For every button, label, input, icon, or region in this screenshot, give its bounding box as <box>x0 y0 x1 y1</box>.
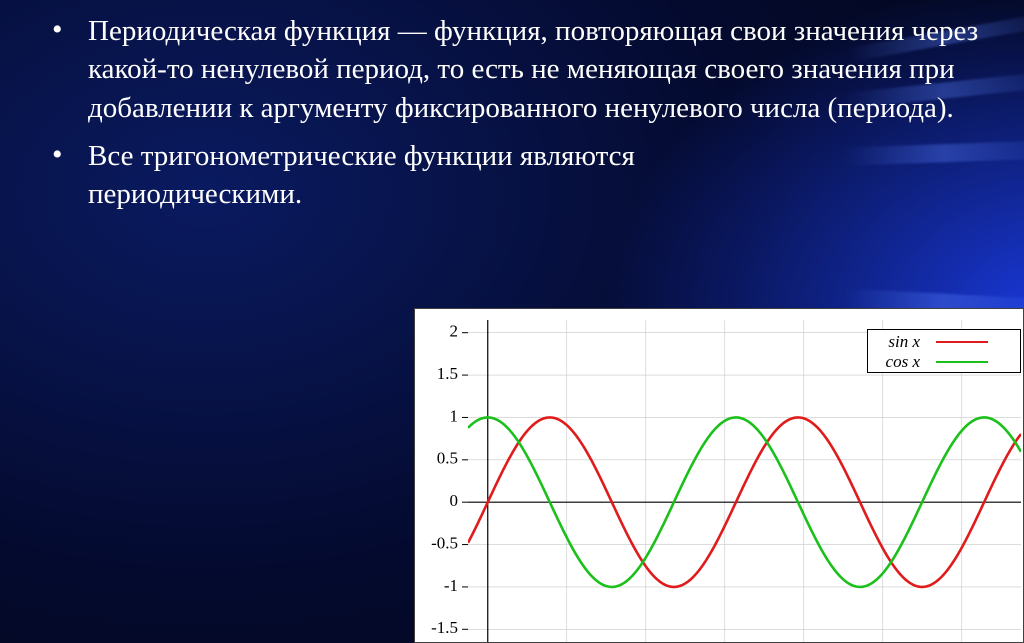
svg-text:0.5: 0.5 <box>437 449 458 468</box>
legend-item: sin x <box>868 332 1014 352</box>
svg-text:0: 0 <box>450 491 459 510</box>
bullet-list: Периодическая функция — функция, повторя… <box>52 12 984 213</box>
chart-legend: sin xcos x <box>867 329 1021 373</box>
bullet-text-1: Периодическая функция — функция, повторя… <box>88 15 978 124</box>
bullet-item-1: Периодическая функция — функция, повторя… <box>52 12 984 127</box>
svg-text:1.5: 1.5 <box>437 364 458 383</box>
svg-text:-1: -1 <box>444 576 458 595</box>
legend-swatch <box>936 361 988 364</box>
bullet-item-2: Все тригонометрические функции являются … <box>52 137 984 214</box>
legend-item: cos x <box>868 352 1014 372</box>
bullet-text-2b: периодическими. <box>88 175 984 213</box>
svg-text:-0.5: -0.5 <box>431 533 458 552</box>
legend-label: sin x <box>868 332 926 352</box>
trig-chart: -1.5 -1 -0.5 0 0.5 1 1.5 2 sin xcos x <box>414 308 1024 643</box>
bullet-text-2a: Все тригонометрические функции являются <box>88 140 635 172</box>
slide: Периодическая функция — функция, повторя… <box>0 0 1024 643</box>
svg-text:-1.5: -1.5 <box>431 618 458 637</box>
svg-text:2: 2 <box>450 322 459 341</box>
svg-text:1: 1 <box>450 406 459 425</box>
legend-swatch <box>936 341 988 344</box>
legend-label: cos x <box>868 352 926 372</box>
